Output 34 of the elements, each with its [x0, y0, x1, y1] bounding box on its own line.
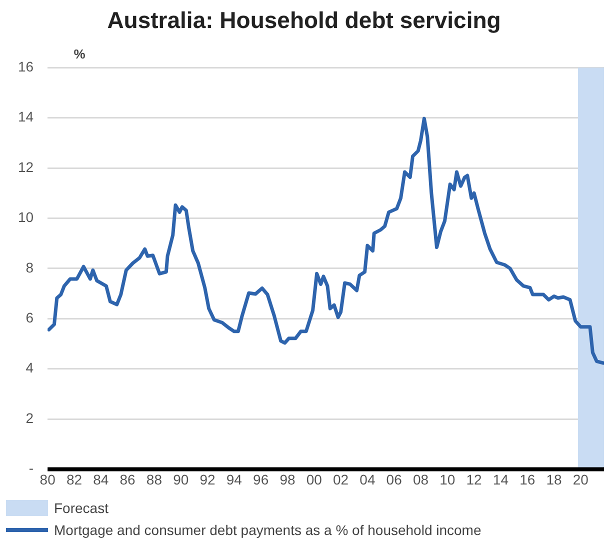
- x-tick-label: 20: [572, 471, 589, 488]
- x-tick-label: 98: [280, 471, 296, 488]
- x-tick-label: 08: [412, 471, 429, 488]
- x-tick-label: 94: [226, 471, 242, 488]
- y-tick-label: 16: [18, 58, 34, 74]
- x-tick-label: 84: [93, 471, 109, 488]
- y-tick-label: 14: [18, 108, 34, 125]
- y-tick-label: 4: [26, 360, 34, 376]
- y-axis-title: %: [74, 46, 86, 62]
- y-tick-label: 6: [26, 309, 34, 326]
- chart-title: Australia: Household debt servicing: [107, 7, 501, 34]
- x-tick-label: 96: [253, 471, 269, 488]
- x-tick-label: 02: [332, 471, 349, 488]
- x-tick-label: 16: [520, 471, 536, 488]
- x-tick-label: 04: [360, 471, 376, 488]
- x-tick-label: 82: [66, 471, 82, 488]
- x-tick-label: 06: [386, 471, 402, 488]
- x-tick-label: 90: [173, 471, 189, 488]
- legend-label: Forecast: [54, 499, 108, 518]
- y-tick-label: 2: [26, 410, 34, 426]
- y-tick-label: 12: [18, 158, 34, 175]
- x-tick-label: 12: [466, 471, 482, 488]
- x-tick-label: 80: [40, 471, 56, 488]
- legend-label: Mortgage and consumer debt payments as a % of household income: [54, 521, 482, 540]
- y-tick-label: 10: [18, 209, 34, 226]
- x-tick-label: 10: [440, 471, 456, 488]
- x-tick-label: 18: [546, 471, 562, 488]
- x-tick-label: 14: [492, 471, 509, 488]
- x-tick-label: 88: [146, 471, 162, 488]
- y-tick-label: -: [28, 460, 34, 476]
- x-tick-label: 86: [120, 471, 136, 488]
- y-tick-label: 8: [26, 259, 34, 276]
- x-tick-label: 92: [200, 471, 216, 488]
- x-tick-label: 00: [306, 471, 322, 488]
